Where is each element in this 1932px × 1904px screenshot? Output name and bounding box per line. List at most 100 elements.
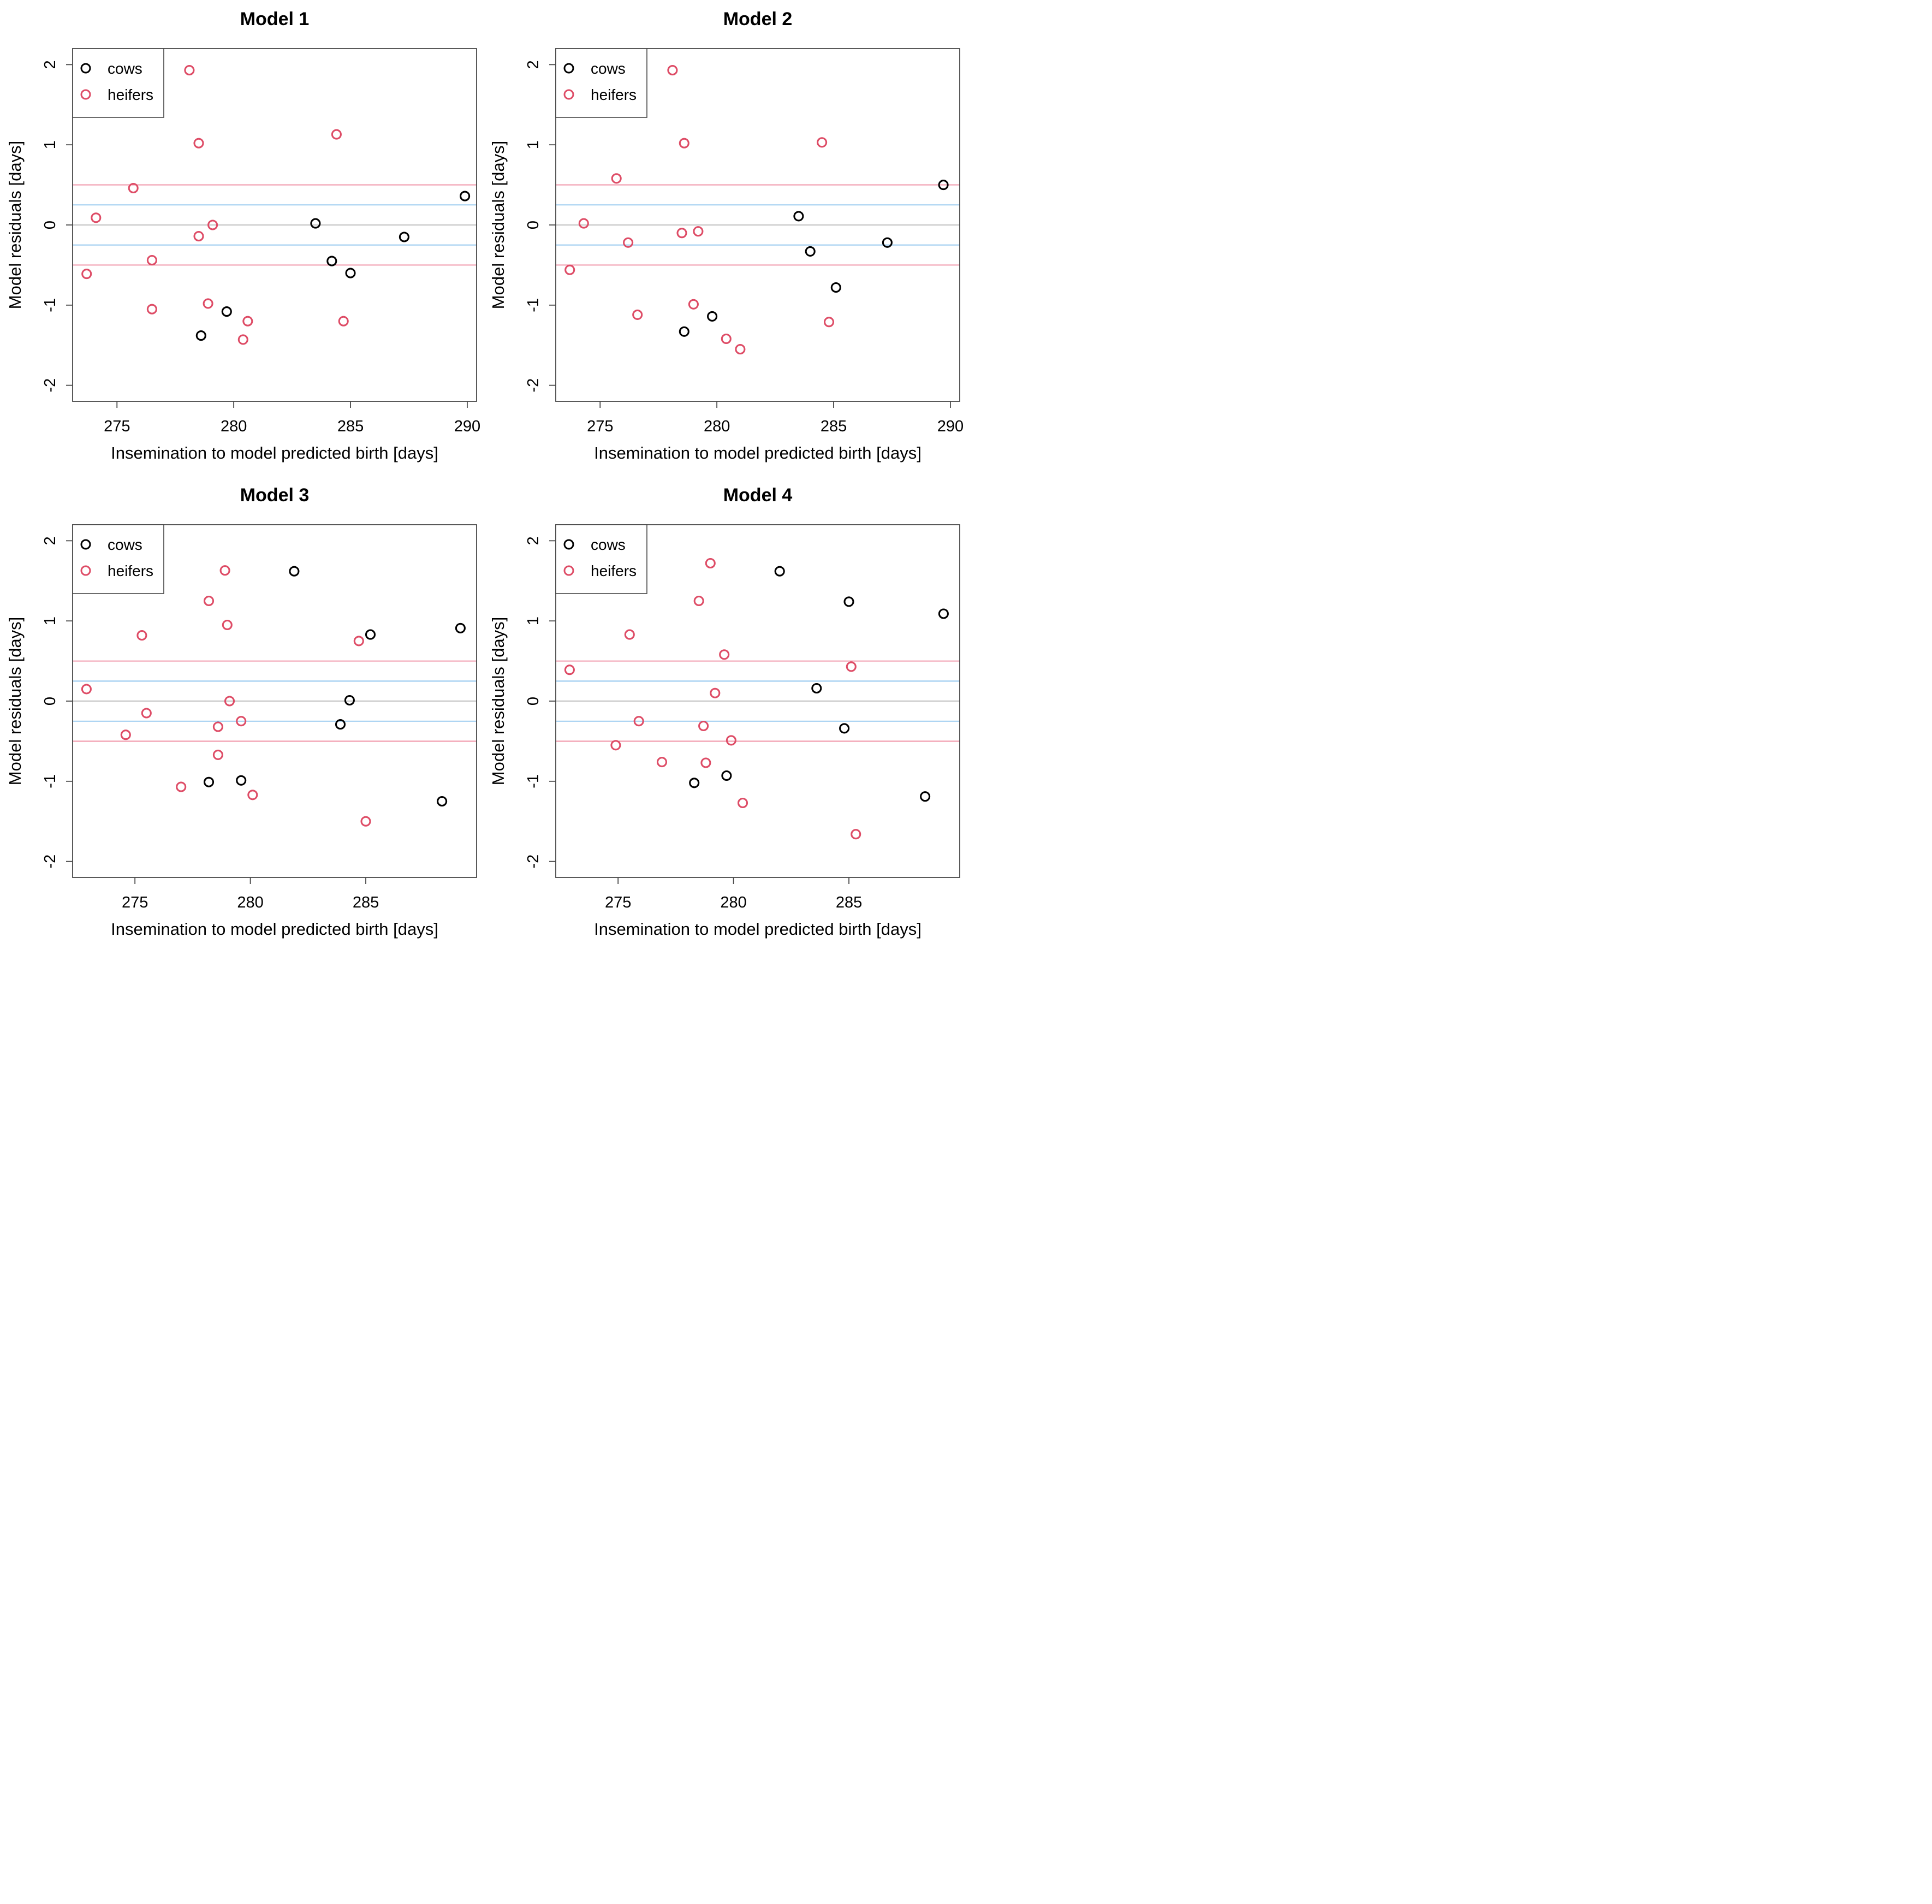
y-tick-label: 0 <box>41 221 59 229</box>
scatter-point-cows <box>707 311 718 322</box>
x-tick-label: 290 <box>454 418 480 435</box>
scatter-point-cows <box>460 191 471 201</box>
scatter-point-cows <box>679 326 689 337</box>
scatter-point-heifers <box>578 218 589 229</box>
y-tick-label: -1 <box>41 298 59 312</box>
residual-plots-figure: 275 280 285 290 -2 -1 0 1 2 Model 1 Insemination t… <box>0 0 966 952</box>
scatter-point-heifers <box>331 129 342 140</box>
scatter-point-heifers <box>212 721 223 732</box>
legend-marker-heifers-icon <box>563 89 574 100</box>
y-tick-label: 1 <box>525 616 542 625</box>
legend-box <box>72 524 164 594</box>
scatter-point-heifers <box>353 636 364 646</box>
model-3-chart: 275 280 285 -2 -1 0 1 2 Model 3 Insemination to m… <box>5 485 477 939</box>
scatter-point-heifers <box>564 665 575 675</box>
legend-marker-cows-icon <box>563 539 574 550</box>
scatter-point-heifers <box>136 630 147 641</box>
scatter-point-heifers <box>700 757 711 768</box>
x-tick-label: 290 <box>937 418 964 435</box>
scatter-point-cows <box>195 330 206 341</box>
scatter-point-cows <box>437 796 448 807</box>
y-tick-label: 2 <box>525 536 542 545</box>
scatter-point-heifers <box>693 226 704 237</box>
scatter-point-heifers <box>823 317 835 328</box>
model-3-panel: 275 280 285 -2 -1 0 1 2 Model 3 Insemination to m… <box>0 476 483 952</box>
scatter-point-heifers <box>203 595 215 607</box>
scatter-point-heifers <box>176 781 187 792</box>
scatter-point-heifers <box>81 269 92 280</box>
legend-label-cows: cows <box>591 536 626 553</box>
scatter-point-heifers <box>633 716 644 727</box>
model-1-panel: 275 280 285 290 -2 -1 0 1 2 Model 1 Insemination t… <box>0 0 483 476</box>
legend-label-cows: cows <box>591 60 626 77</box>
model-4-panel: 275 280 285 -2 -1 0 1 2 Model 4 Insemination to m… <box>483 476 966 952</box>
y-tick-label: 1 <box>41 140 59 149</box>
scatter-point-heifers <box>146 255 157 266</box>
x-tick-label: 275 <box>104 418 130 435</box>
scatter-point-heifers <box>610 740 621 751</box>
scatter-point-heifers <box>693 595 704 607</box>
scatter-point-heifers <box>656 757 668 768</box>
y-tick-label: -1 <box>525 298 542 312</box>
scatter-point-cows <box>344 695 355 706</box>
legend-label-heifers: heifers <box>591 86 637 103</box>
scatter-point-heifers <box>688 299 699 310</box>
model-2-panel: 275 280 285 290 -2 -1 0 1 2 Model 2 Insemination t… <box>483 0 966 476</box>
scatter-point-heifers <box>721 333 732 345</box>
model-4-chart: 275 280 285 -2 -1 0 1 2 Model 4 Insemination to m… <box>489 485 960 939</box>
scatter-point-heifers <box>735 344 746 355</box>
scatter-point-heifers <box>679 138 689 149</box>
scatter-point-cows <box>203 776 215 787</box>
scatter-point-cows <box>805 246 816 257</box>
y-axis-label: Model residuals [days] <box>489 141 508 309</box>
panel-title: Model 4 <box>723 485 793 506</box>
scatter-point-heifers <box>212 749 223 760</box>
scatter-point-heifers <box>719 649 730 660</box>
scatter-point-cows <box>721 770 732 781</box>
x-tick-label: 275 <box>605 894 631 911</box>
scatter-point-cows <box>920 791 931 802</box>
scatter-point-heifers <box>667 65 678 76</box>
legend-marker-cows-icon <box>80 63 91 74</box>
legend-label-cows: cows <box>108 536 142 553</box>
scatter-point-heifers <box>141 708 152 719</box>
legend-marker-heifers-icon <box>80 565 91 576</box>
scatter-point-heifers <box>193 231 204 242</box>
scatter-point-heifers <box>698 720 709 732</box>
x-tick-label: 280 <box>237 894 263 911</box>
legend-marker-cows-icon <box>563 63 574 74</box>
scatter-point-heifers <box>564 264 575 275</box>
scatter-point-heifers <box>710 687 721 698</box>
scatter-point-cows <box>938 608 949 619</box>
scatter-point-cows <box>289 566 300 577</box>
x-axis-label: Insemination to model predicted birth [d… <box>111 920 438 939</box>
x-tick-label: 285 <box>353 894 379 911</box>
scatter-point-cows <box>455 622 466 633</box>
scatter-point-heifers <box>81 684 92 695</box>
scatter-point-heifers <box>623 237 634 248</box>
legend-marker-heifers-icon <box>80 89 91 100</box>
y-axis-label: Model residuals [days] <box>489 617 508 785</box>
x-tick-label: 280 <box>704 418 730 435</box>
legend-label-cows: cows <box>108 60 142 77</box>
scatter-point-heifers <box>242 316 253 327</box>
scatter-point-cows <box>689 778 700 788</box>
scatter-point-cows <box>399 232 409 242</box>
scatter-point-heifers <box>817 137 828 148</box>
legend-label-heifers: heifers <box>108 86 153 103</box>
scatter-point-heifers <box>851 829 861 840</box>
legend-box <box>555 524 647 594</box>
x-tick-label: 285 <box>821 418 847 435</box>
scatter-point-heifers <box>737 797 748 809</box>
scatter-point-heifers <box>222 619 233 631</box>
y-tick-label: 1 <box>41 616 59 625</box>
scatter-point-heifers <box>338 316 349 327</box>
scatter-point-cows <box>310 218 321 229</box>
scatter-point-heifers <box>247 790 258 800</box>
x-axis-label: Insemination to model predicted birth [d… <box>111 443 438 462</box>
model-2-chart: 275 280 285 290 -2 -1 0 1 2 Model 2 Insemination t… <box>489 9 964 462</box>
scatter-point-heifers <box>224 696 235 707</box>
legend-box <box>72 48 164 118</box>
scatter-point-cows <box>830 282 841 293</box>
scatter-point-cows <box>774 566 785 577</box>
